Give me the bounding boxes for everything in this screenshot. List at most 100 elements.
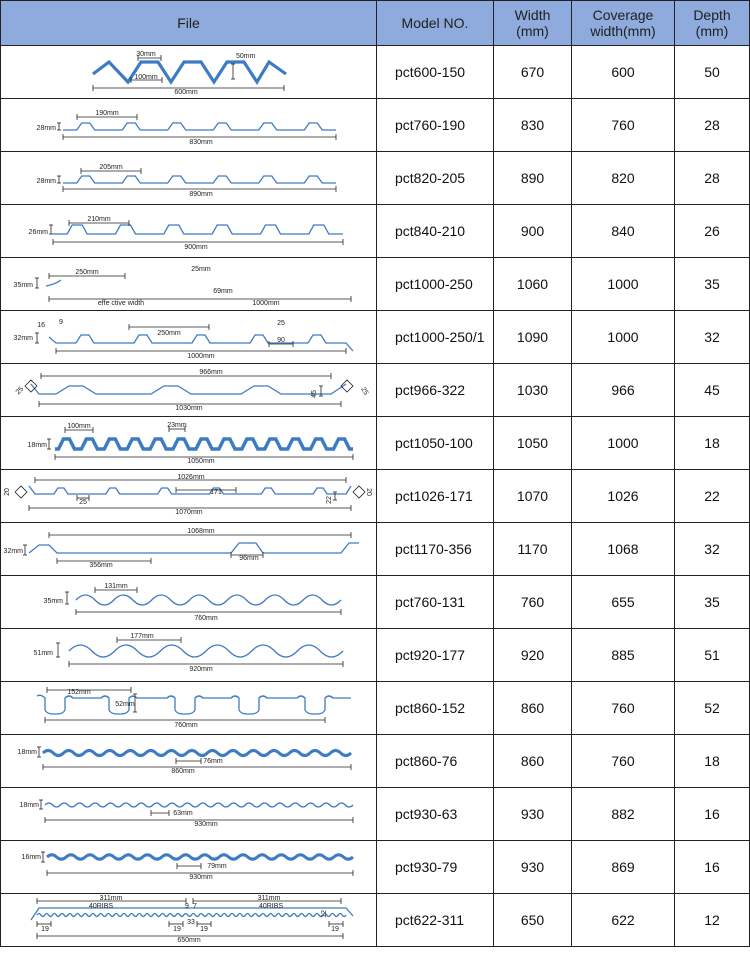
- profile-drawing: 210mm 26mm 900mm: [29, 216, 344, 251]
- dimension-label: 650mm: [177, 937, 201, 944]
- width-cell: 1030: [493, 363, 572, 417]
- dimension-label: effe ctive width: [98, 300, 144, 307]
- coverage-cell: 885: [571, 628, 675, 682]
- header-row: File Model NO. Width (mm) Coverage width(m…: [0, 0, 750, 46]
- dimension-label: 1000mm: [187, 353, 214, 360]
- dimension-label: 356mm: [89, 562, 113, 569]
- profile-line: [55, 437, 353, 451]
- dimension-label: 69mm: [213, 288, 233, 295]
- table-row: 190mm 28mm 830mm pct760-190 830 760 28: [0, 98, 750, 152]
- dimension-label: 760mm: [174, 722, 198, 729]
- coverage-header-line2: width(mm): [590, 23, 656, 39]
- model-cell: pct600-150: [376, 45, 494, 99]
- coverage-cell: 869: [571, 840, 675, 894]
- model-cell: pct760-190: [376, 98, 494, 152]
- coverage-cell: 1000: [571, 257, 675, 311]
- profile-line: [44, 802, 354, 808]
- profile-line: [30, 907, 354, 921]
- depth-cell: 32: [674, 522, 750, 576]
- dimension-label: 18mm: [28, 442, 48, 449]
- profile-drawing-cell: 250mm 25mm 35mm 69mm effe ctive width 1000mm: [0, 257, 377, 311]
- depth-cell: 35: [674, 257, 750, 311]
- depth-cell: 50: [674, 45, 750, 99]
- model-cell: pct622-311: [376, 893, 494, 947]
- coverage-cell: 760: [571, 681, 675, 735]
- coverage-cell: 600: [571, 45, 675, 99]
- dimension-label: 210mm: [87, 216, 111, 223]
- profile-line: [28, 485, 352, 495]
- table-row: 205mm 28mm 890mm pct820-205 890 820 28: [0, 151, 750, 205]
- profile-drawing: 190mm 28mm 830mm: [37, 110, 337, 146]
- profile-line: [30, 383, 347, 395]
- profile-drawing-cell: 100mm 23mm 18mm 1050mm: [0, 416, 377, 470]
- dimension-label: 250mm: [157, 330, 181, 337]
- profile-line: [41, 749, 353, 757]
- profile-drawing-cell: 18mm 76mm 860mm: [0, 734, 377, 788]
- dimension-label: 152mm: [67, 689, 91, 696]
- dimension-label: 250mm: [75, 269, 99, 276]
- model-cell: pct820-205: [376, 151, 494, 205]
- dimension-label: 96mm: [239, 555, 259, 562]
- profile-drawing-cell: 131mm 35mm 760mm: [0, 575, 377, 629]
- dimension-label: 40RIBS: [259, 903, 283, 910]
- profile-drawing: 1026mm 20 171 20 25 22 1070mm: [4, 474, 372, 516]
- coverage-cell: 966: [571, 363, 675, 417]
- dimension-label: 171: [210, 489, 222, 496]
- table-row: 152mm 52mm 760mm pct860-152 860 760 52: [0, 681, 750, 735]
- dimension-label: 25: [79, 499, 87, 506]
- coverage-cell: 760: [571, 98, 675, 152]
- dimension-label: 25: [359, 386, 369, 396]
- dimension-label: 28mm: [37, 125, 57, 132]
- depth-cell: 16: [674, 787, 750, 841]
- file-header-label: File: [177, 15, 200, 31]
- model-cell: pct1000-250/1: [376, 310, 494, 364]
- dimension-label: 90: [277, 337, 285, 344]
- corner-marker: [14, 485, 28, 499]
- model-cell: pct1050-100: [376, 416, 494, 470]
- dimension-label: 12: [321, 910, 328, 918]
- width-cell: 1060: [493, 257, 572, 311]
- depth-header-line1: Depth: [693, 7, 731, 23]
- dimension-label: 100mm: [134, 74, 158, 81]
- profile-drawing: 966mm 25 45 25 1030mm: [15, 369, 370, 412]
- model-cell: pct920-177: [376, 628, 494, 682]
- width-cell: 860: [493, 681, 572, 735]
- dimension-label: 760mm: [194, 615, 218, 622]
- dimension-label: 9: [185, 903, 189, 910]
- model-header-label: Model NO.: [401, 15, 469, 31]
- model-cell: pct930-79: [376, 840, 494, 894]
- dimension-label: 26mm: [29, 229, 49, 236]
- dimension-label: 76mm: [203, 758, 223, 765]
- dimension-label: 1070mm: [175, 509, 202, 516]
- profile-line: [92, 59, 287, 86]
- dimension-label: 18mm: [20, 802, 40, 809]
- table-row: 100mm 23mm 18mm 1050mm pct1050-100 1050 1000 18: [0, 416, 750, 470]
- dimension-label: 1050mm: [187, 458, 214, 465]
- dimension-label: 20: [4, 488, 11, 496]
- coverage-cell: 1026: [571, 469, 675, 523]
- depth-cell: 45: [674, 363, 750, 417]
- dimension-label: 45: [311, 390, 318, 398]
- profile-drawing: 152mm 52mm 760mm: [36, 687, 351, 729]
- depth-cell: 35: [674, 575, 750, 629]
- depth-cell: 52: [674, 681, 750, 735]
- corner-marker: [24, 379, 38, 393]
- dimension-label: 23mm: [167, 422, 187, 429]
- table-row: 16mm 79mm 930mm pct930-79 930 869 16: [0, 840, 750, 894]
- profile-drawing-cell: 18mm 63mm 930mm: [0, 787, 377, 841]
- depth-cell: 22: [674, 469, 750, 523]
- width-cell: 830: [493, 98, 572, 152]
- model-cell: pct1170-356: [376, 522, 494, 576]
- table-row: 18mm 76mm 860mm pct860-76 860 760 18: [0, 734, 750, 788]
- width-cell: 1090: [493, 310, 572, 364]
- file-header: File: [0, 0, 377, 46]
- dimension-label: 600mm: [174, 89, 198, 96]
- profile-line: [45, 279, 62, 287]
- profile-drawing: 30mm 50mm 100mm 600mm: [92, 51, 287, 96]
- dimension-label: 19: [331, 926, 339, 933]
- profile-line: [36, 912, 347, 918]
- coverage-cell: 1000: [571, 416, 675, 470]
- dimension-label: 930mm: [194, 821, 218, 828]
- width-cell: 650: [493, 893, 572, 947]
